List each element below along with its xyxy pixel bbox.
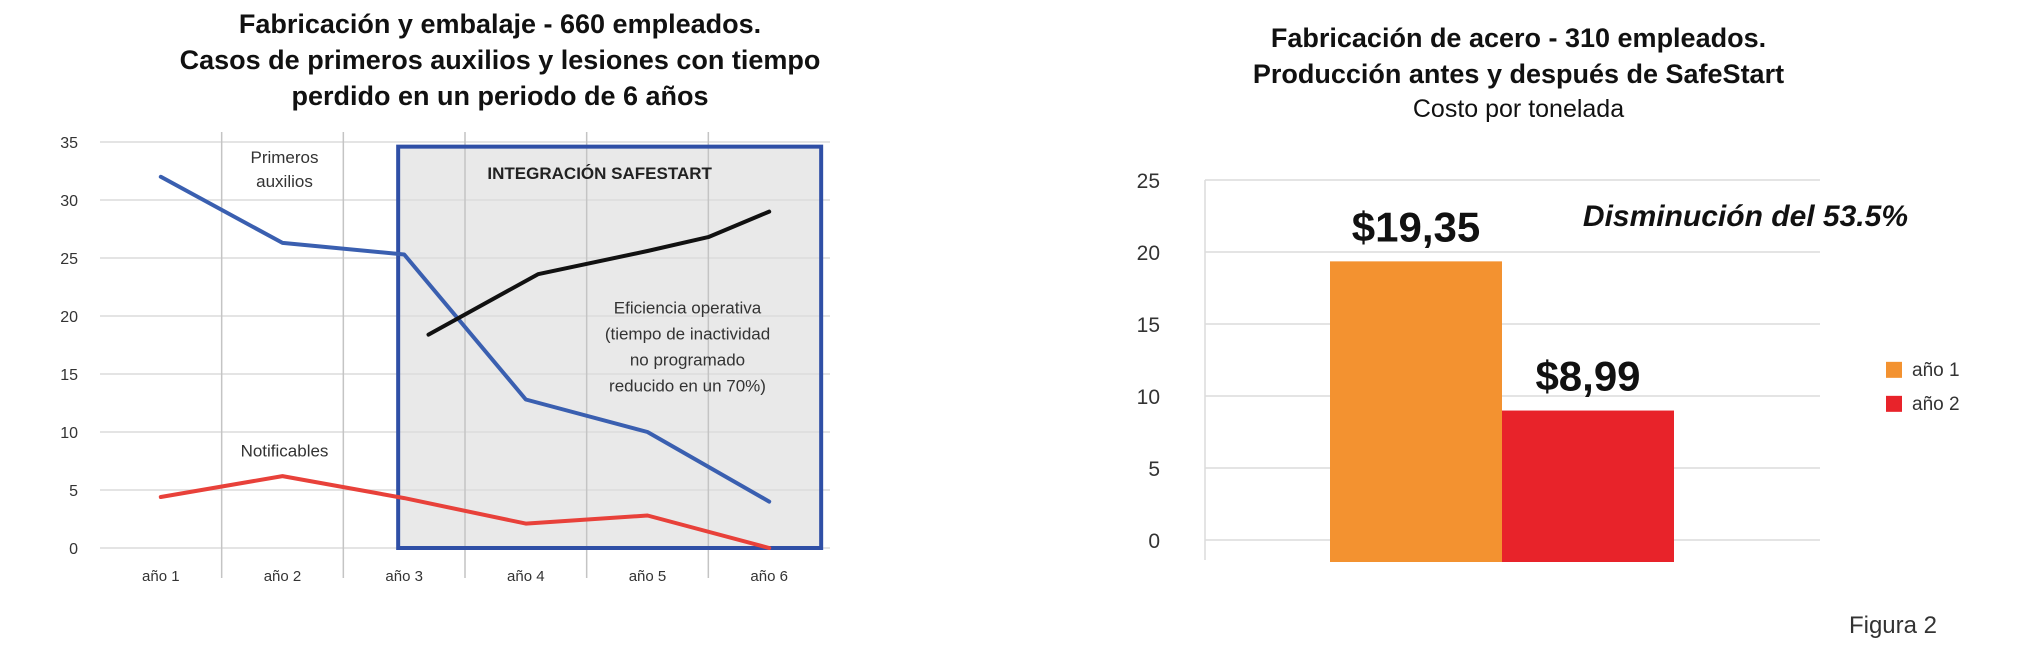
- right-bar-chart: 0 5 10 15 20 25 $19,35 $8,99 Disminución del 53.…: [1137, 170, 1960, 562]
- right-chart-subtitle: Costo por tonelada: [1412, 95, 1625, 123]
- bar-data-label: $19,35: [1352, 203, 1480, 250]
- legend-swatch: [1886, 361, 1902, 378]
- efficiency-annotation-line: reducido en un 70%): [609, 377, 766, 396]
- left-line-chart: 0 5 10 15 20 25 30 35 año 1 año 2 año 3 año 4 año 5 a…: [60, 132, 830, 585]
- left-chart-panel: Fabricación y embalaje - 660 empleados. …: [0, 0, 1000, 671]
- y-tick-label: 5: [1148, 458, 1160, 481]
- figure-caption: Figura 2: [1848, 612, 1937, 639]
- left-chart-title-line-3: perdido en un periodo de 6 años: [291, 81, 709, 111]
- efficiency-annotation-line: no programado: [630, 351, 745, 370]
- y-tick-label: 0: [1148, 530, 1160, 553]
- bar-año-2: [1502, 410, 1674, 562]
- y-tick-label: 15: [60, 367, 78, 384]
- legend-swatch: [1886, 395, 1902, 412]
- right-chart-title-line-1: Fabricación de acero - 310 empleados.: [1270, 23, 1767, 53]
- x-tick-label: año 5: [629, 568, 667, 585]
- legend-label: año 1: [1912, 360, 1960, 381]
- bar-año-1: [1330, 261, 1502, 562]
- safestart-box-border: [396, 144, 824, 550]
- y-tick-label: 15: [1137, 314, 1160, 337]
- y-tick-label: 25: [60, 251, 78, 268]
- left-chart-title-line-1: Fabricación y embalaje - 660 empleados.: [238, 9, 762, 39]
- right-chart-title-line-2: Producción antes y después de SafeStart: [1252, 59, 1785, 89]
- efficiency-annotation-line: Eficiencia operativa: [614, 299, 762, 318]
- y-tick-label: 25: [1137, 170, 1160, 193]
- efficiency-annotation-line: (tiempo de inactividad: [605, 325, 770, 344]
- left-chart-title-line-2: Casos de primeros auxilios y lesiones co…: [179, 45, 821, 75]
- y-tick-label: 10: [1137, 386, 1160, 409]
- x-tick-label: año 4: [507, 568, 545, 585]
- decrease-annotation: Disminución del 53.5%: [1583, 200, 1908, 233]
- safestart-box-label: INTEGRACIÓN SAFESTART: [487, 164, 712, 183]
- x-tick-label: año 6: [750, 568, 788, 585]
- y-tick-label: 20: [60, 309, 78, 326]
- y-tick-label: 10: [60, 425, 78, 442]
- first-aid-label-line-1: Primeros: [250, 148, 318, 167]
- y-tick-label: 5: [69, 483, 78, 500]
- y-tick-label: 0: [69, 541, 78, 558]
- y-tick-label: 20: [1137, 242, 1160, 265]
- x-tick-label: año 1: [142, 568, 180, 585]
- first-aid-line: [158, 174, 772, 504]
- reportable-label: Notificables: [241, 441, 329, 460]
- y-tick-label: 35: [60, 135, 78, 152]
- safestart-box-fill: [398, 146, 822, 548]
- bar-data-label: $8,99: [1535, 353, 1640, 400]
- first-aid-label-line-2: auxilios: [256, 172, 313, 191]
- y-tick-label: 30: [60, 193, 78, 210]
- right-chart-panel: Fabricación de acero - 310 empleados. Pr…: [1020, 0, 2017, 671]
- x-tick-label: año 3: [385, 568, 423, 585]
- x-tick-label: año 2: [264, 568, 302, 585]
- reportable-line: [158, 474, 772, 550]
- legend-label: año 2: [1912, 394, 1960, 415]
